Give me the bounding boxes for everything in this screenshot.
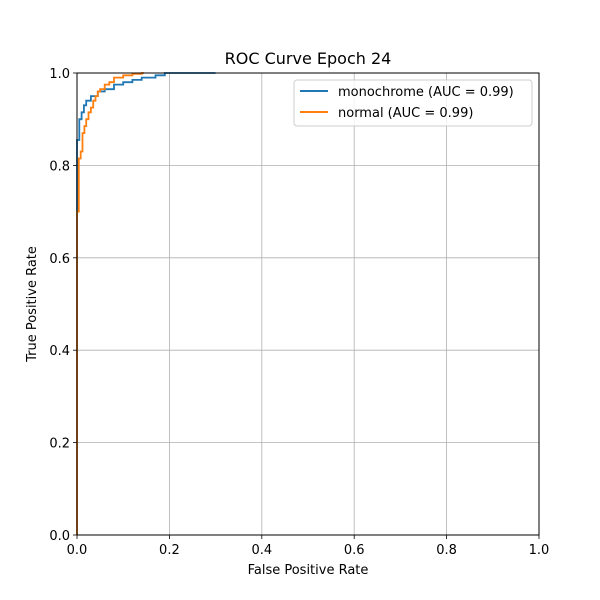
x-tick-label: 0.8 — [436, 543, 457, 558]
legend-box — [293, 79, 533, 127]
x-tick-label: 0.0 — [67, 543, 88, 558]
plot-series — [76, 72, 216, 535]
grid-lines — [76, 72, 540, 536]
y-tick-label: 0.2 — [49, 437, 70, 452]
legend: monochrome (AUC = 0.99) normal (AUC = 0.… — [293, 79, 533, 127]
x-axis-ticks: 0.0 0.2 0.4 0.6 0.8 1.0 — [67, 535, 550, 558]
plot-frame — [76, 72, 540, 536]
y-tick-label: 0.0 — [49, 529, 70, 544]
x-tick-label: 0.6 — [344, 543, 365, 558]
x-tick-label: 0.2 — [159, 543, 180, 558]
x-tick-label: 1.0 — [529, 543, 550, 558]
chart-title: ROC Curve Epoch 24 — [225, 49, 392, 68]
y-tick-label: 0.4 — [49, 344, 70, 359]
x-tick-label: 0.4 — [251, 543, 272, 558]
y-axis-ticks: 0.0 0.2 0.4 0.6 0.8 1.0 — [49, 67, 77, 544]
legend-label-normal: normal (AUC = 0.99) — [338, 106, 473, 121]
x-axis-label: False Positive Rate — [248, 563, 369, 578]
y-axis-label: True Positive Rate — [25, 246, 40, 363]
y-tick-label: 0.6 — [49, 252, 70, 267]
y-tick-label: 0.8 — [49, 159, 70, 174]
roc-line-normal — [76, 72, 144, 535]
y-tick-label: 1.0 — [49, 67, 70, 82]
roc-line-monochrome — [76, 72, 216, 535]
legend-label-monochrome: monochrome (AUC = 0.99) — [338, 85, 514, 100]
